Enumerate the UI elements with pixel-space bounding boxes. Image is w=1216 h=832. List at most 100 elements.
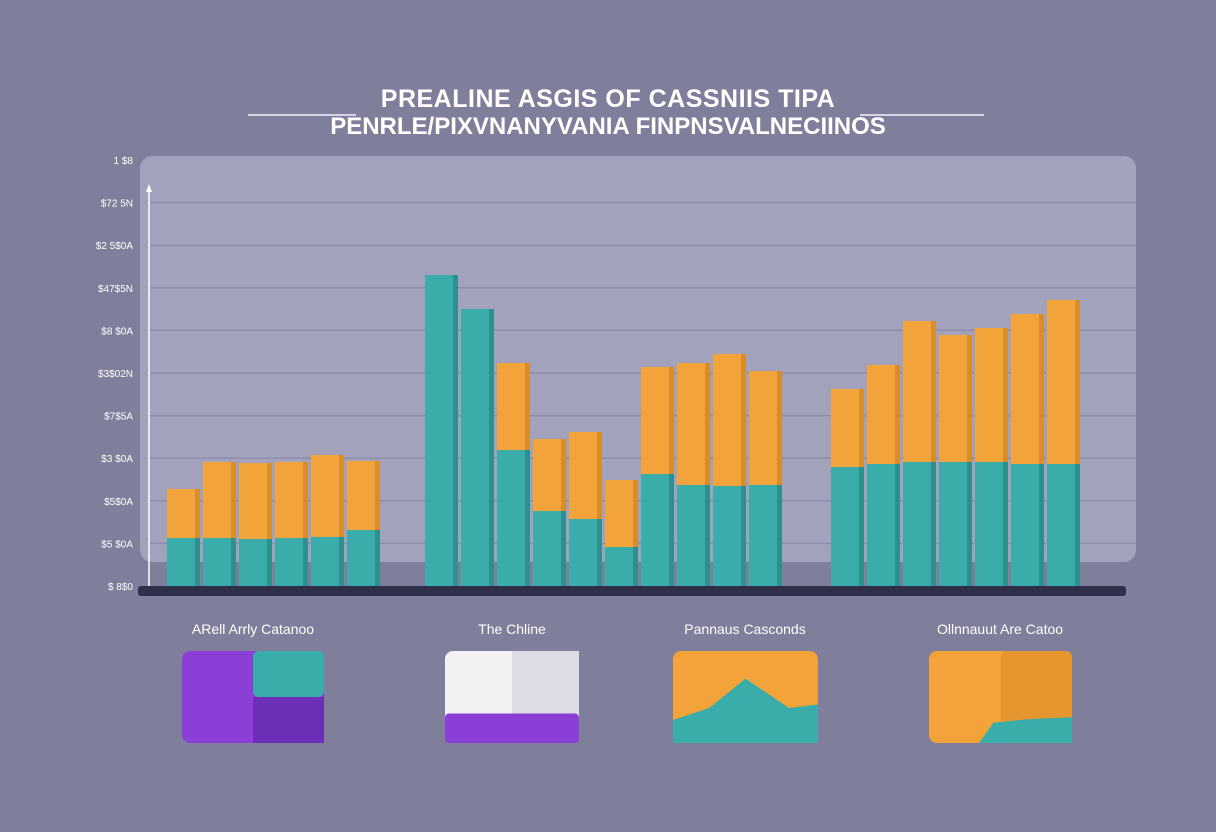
bar-teal-shade xyxy=(1075,464,1080,586)
bar-teal xyxy=(1011,464,1044,586)
bar-orange xyxy=(903,321,936,462)
bar-orange-shade xyxy=(375,461,380,530)
bar-orange xyxy=(713,354,746,486)
legend-label: The Chline xyxy=(478,621,546,637)
legend-label: ARell Arrly Catanoo xyxy=(191,621,315,637)
bar-teal-shade xyxy=(777,485,782,586)
bar-orange-shade xyxy=(1075,300,1080,464)
bar-teal-shade xyxy=(931,462,936,586)
y-tick-label: 1 $8 xyxy=(114,156,134,167)
bar-teal xyxy=(533,511,566,586)
y-tick-label: $7$5A xyxy=(104,412,133,423)
legend-label: Pannaus Casconds xyxy=(684,621,806,637)
title-rule-right xyxy=(860,114,984,116)
bar-teal-shade xyxy=(669,474,674,586)
chart-title: PREALINE ASGIS OF CASSNIIS TIPA PENRLE/P… xyxy=(0,84,1216,140)
y-tick-label: $3 $0A xyxy=(101,454,133,465)
bar-orange-shade xyxy=(1003,328,1008,462)
bar-teal-shade xyxy=(339,537,344,586)
bar-orange xyxy=(533,439,566,511)
bar-teal-shade xyxy=(1003,462,1008,586)
bar-orange-shade xyxy=(561,439,566,511)
title-rule-left xyxy=(248,114,356,116)
bar-teal xyxy=(239,539,272,586)
bar-orange xyxy=(939,335,972,462)
bar-teal-shade xyxy=(453,275,458,586)
bar-teal xyxy=(605,547,638,586)
chart-title-line2: PENRLE/PIXVNANYVANIA FINPNSVALNECIINOS xyxy=(330,113,886,140)
bar-teal xyxy=(347,530,380,586)
bar-teal-shade xyxy=(633,547,638,586)
bar-orange xyxy=(975,328,1008,462)
bar-orange xyxy=(275,462,308,538)
bar-orange xyxy=(605,480,638,547)
bar-teal-shade xyxy=(895,464,900,586)
bar-orange-shade xyxy=(303,462,308,538)
bar-teal-shade xyxy=(303,538,308,586)
bar-teal-shade xyxy=(489,309,494,586)
bar-teal-shade xyxy=(195,538,200,586)
y-axis-arrow xyxy=(146,184,152,192)
bar-orange xyxy=(641,367,674,474)
legend-swatch xyxy=(672,651,818,743)
bar-orange xyxy=(831,389,864,467)
legend-label: Ollnnauut Are Catoo xyxy=(936,621,1064,637)
bar-teal xyxy=(497,450,530,586)
bar-teal xyxy=(203,538,236,586)
bar-orange xyxy=(347,461,380,530)
bar-orange-shade xyxy=(339,455,344,537)
bar-orange-shade xyxy=(777,371,782,485)
bar-teal xyxy=(903,462,936,586)
bar-orange-shade xyxy=(525,363,530,450)
bar-orange xyxy=(167,489,200,538)
bar-teal xyxy=(461,309,494,586)
bar-teal-shade xyxy=(561,511,566,586)
bar-teal-shade xyxy=(231,538,236,586)
bar-teal xyxy=(569,519,602,586)
bar-orange-shade xyxy=(741,354,746,486)
y-tick-label: $2 5$0A xyxy=(96,241,134,252)
bar-teal-shade xyxy=(375,530,380,586)
bar-teal-shade xyxy=(967,462,972,586)
bar-teal xyxy=(713,486,746,586)
bar-chart: 1 $8 $72 5N $2 5$0A $47$5N $8 $0A $3$02N $7$5A… xyxy=(96,156,1136,596)
y-tick-label: $5 $0A xyxy=(101,539,133,550)
bar-teal xyxy=(1047,464,1080,586)
bar-teal-shade xyxy=(597,519,602,586)
bar-orange xyxy=(239,463,272,539)
bar-orange xyxy=(497,363,530,450)
y-tick-label: $3$02N xyxy=(98,369,133,380)
legend-swatch xyxy=(928,651,1072,743)
legend-swatch xyxy=(182,651,324,743)
bar-teal xyxy=(311,537,344,586)
bar-teal xyxy=(677,485,710,586)
y-tick-label: $47$5N xyxy=(98,284,133,295)
bar-teal-shade xyxy=(1039,464,1044,586)
bar-orange xyxy=(677,363,710,485)
bar-teal xyxy=(867,464,900,586)
bar-teal-shade xyxy=(267,539,272,586)
bar-orange xyxy=(1047,300,1080,464)
bar-teal-shade xyxy=(859,467,864,586)
chart-title-line1: PREALINE ASGIS OF CASSNIIS TIPA xyxy=(380,85,836,113)
bar-orange xyxy=(203,462,236,538)
bar-orange-shade xyxy=(895,365,900,464)
bar-orange-shade xyxy=(1039,314,1044,464)
x-axis-base xyxy=(138,586,1126,596)
bar-teal xyxy=(425,275,458,586)
bar-orange-shade xyxy=(931,321,936,462)
bar-orange xyxy=(311,455,344,537)
bar-teal xyxy=(975,462,1008,586)
y-tick-label: $8 $0A xyxy=(101,326,133,337)
bar-teal xyxy=(831,467,864,586)
bar-orange-shade xyxy=(195,489,200,538)
bar-teal xyxy=(939,462,972,586)
bar-orange xyxy=(1011,314,1044,464)
bar-orange xyxy=(867,365,900,464)
bar-teal-shade xyxy=(525,450,530,586)
bar-orange-shade xyxy=(597,432,602,519)
bar-orange-shade xyxy=(633,480,638,547)
y-tick-label: $ 8$0 xyxy=(108,582,133,593)
bar-teal xyxy=(167,538,200,586)
bar-teal xyxy=(275,538,308,586)
